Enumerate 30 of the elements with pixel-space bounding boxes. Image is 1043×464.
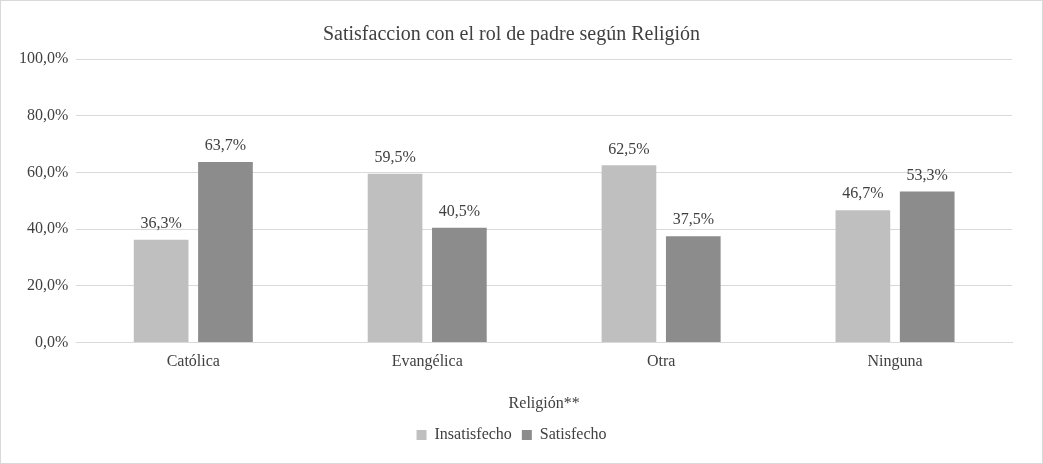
data-label: 63,7% xyxy=(204,136,247,154)
data-label: 37,5% xyxy=(672,210,714,228)
data-label: 46,7% xyxy=(842,184,884,202)
x-axis-title: Religión** xyxy=(508,393,580,412)
data-label: 62,5% xyxy=(608,139,650,157)
bar xyxy=(133,239,189,343)
x-tick-label: Evangélica xyxy=(391,352,463,371)
bar xyxy=(665,236,721,343)
bar xyxy=(835,210,891,343)
x-tick-label: Ninguna xyxy=(867,352,923,371)
data-label: 40,5% xyxy=(438,201,481,219)
legend-label: Satisfecho xyxy=(539,425,607,443)
bar xyxy=(198,161,253,343)
x-tick-label: Católica xyxy=(166,352,220,370)
data-label: 36,3% xyxy=(140,213,182,231)
bar xyxy=(601,165,657,343)
bar xyxy=(367,173,423,343)
y-tick-label: 60,0% xyxy=(27,162,69,180)
data-label: 53,3% xyxy=(906,165,948,183)
legend-label: Insatisfecho xyxy=(434,425,512,443)
y-tick-label: 0,0% xyxy=(35,332,69,350)
bar xyxy=(432,227,487,343)
data-label: 59,5% xyxy=(374,148,416,166)
y-tick-label: 100,0% xyxy=(19,49,69,67)
bar xyxy=(899,191,955,343)
x-tick-label: Otra xyxy=(646,352,676,370)
y-tick-label: 40,0% xyxy=(27,219,69,237)
y-tick-label: 20,0% xyxy=(27,276,69,294)
chart-title: Satisfaccion con el rol de padre según Religión xyxy=(322,22,701,46)
y-tick-label: 80,0% xyxy=(27,105,69,123)
